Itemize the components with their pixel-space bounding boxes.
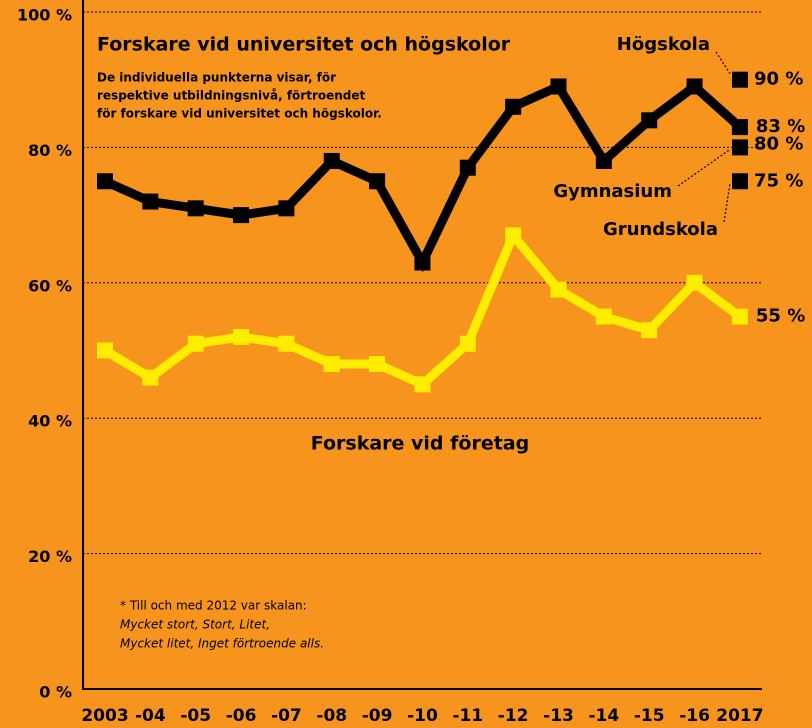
point-name: Gymnasium — [553, 181, 672, 202]
x-tick-label: -10 — [407, 706, 438, 726]
x-tick-label: 2017 — [716, 706, 763, 726]
x-tick-label: -06 — [226, 706, 257, 726]
marker — [505, 98, 522, 115]
point-marker — [732, 173, 748, 190]
x-tick-label: -15 — [634, 706, 665, 726]
marker — [595, 308, 612, 325]
point-value-label: 90 % — [754, 69, 803, 90]
marker — [505, 227, 522, 244]
marker — [595, 152, 612, 169]
x-tick-label: -11 — [452, 706, 483, 726]
marker — [142, 369, 159, 386]
marker — [369, 356, 386, 373]
marker — [459, 335, 476, 352]
marker — [278, 200, 295, 217]
marker — [459, 159, 476, 176]
point-marker — [732, 71, 748, 88]
x-tick-label: -05 — [180, 706, 211, 726]
leader-line — [723, 183, 731, 223]
value-label: 83 % — [756, 116, 805, 137]
y-tick-label: 100 % — [17, 6, 72, 25]
marker — [323, 152, 340, 169]
x-tick-label: -09 — [362, 706, 393, 726]
marker — [233, 328, 250, 345]
marker — [731, 308, 748, 325]
x-tick-label: -14 — [588, 706, 619, 726]
marker — [187, 200, 204, 217]
marker — [686, 274, 703, 291]
marker — [233, 207, 250, 224]
series-label: Forskare vid företag — [311, 433, 529, 455]
y-tick-label: 0 % — [39, 683, 72, 702]
marker — [97, 342, 113, 359]
x-tick-label: -04 — [135, 706, 166, 726]
marker — [414, 254, 431, 271]
y-tick-label: 20 % — [28, 547, 72, 566]
series-label: Forskare vid universitet och högskolor — [97, 34, 511, 56]
point-value-label: 80 % — [754, 133, 803, 154]
y-tick-label: 40 % — [28, 412, 72, 431]
marker — [278, 335, 295, 352]
marker — [641, 322, 658, 339]
footnote: * Till och med 2012 var skalan: — [120, 599, 307, 613]
point-name: Högskola — [617, 34, 710, 55]
subtitle: respektive utbildningsnivå, förtroendet — [97, 89, 366, 103]
x-tick-label: -12 — [498, 706, 529, 726]
x-tick-label: 2003 — [81, 706, 128, 726]
marker — [323, 356, 340, 373]
marker — [142, 193, 159, 210]
footnote: Mycket stort, Stort, Litet, — [120, 618, 270, 632]
point-marker — [732, 139, 748, 156]
marker — [369, 173, 386, 190]
x-tick-label: -07 — [271, 706, 302, 726]
marker — [550, 78, 567, 95]
marker — [641, 112, 658, 129]
x-tick-label: -16 — [679, 706, 710, 726]
x-tick-label: -08 — [316, 706, 347, 726]
y-tick-label: 80 % — [28, 141, 72, 160]
marker — [731, 119, 748, 136]
marker — [97, 173, 113, 190]
x-tick-label: -13 — [543, 706, 574, 726]
point-value-label: 75 % — [754, 170, 803, 191]
footnote: Mycket litet, Inget förtroende alls. — [120, 637, 324, 651]
point-name: Grundskola — [603, 219, 718, 240]
marker — [550, 281, 567, 298]
marker — [414, 376, 431, 393]
y-tick-label: 60 % — [28, 276, 72, 295]
marker — [187, 335, 204, 352]
subtitle: för forskare vid universitet och högskol… — [97, 107, 382, 121]
marker — [686, 78, 703, 95]
value-label: 55 % — [756, 306, 805, 327]
subtitle: De individuella punkterna visar, för — [97, 71, 336, 85]
leader-line — [715, 51, 731, 75]
leader-line — [677, 148, 731, 187]
